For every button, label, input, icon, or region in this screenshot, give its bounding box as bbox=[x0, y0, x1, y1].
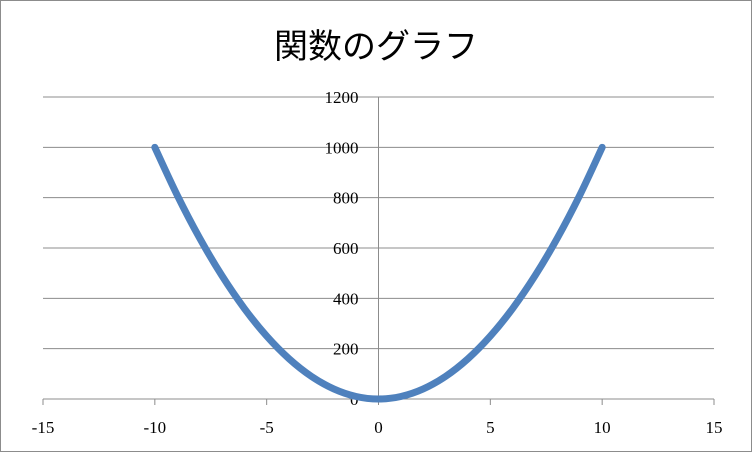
x-tick-label: 0 bbox=[374, 418, 383, 437]
y-tick-label: 600 bbox=[333, 239, 359, 258]
chart-title: 関数のグラフ bbox=[274, 27, 478, 67]
y-tick-label: 1000 bbox=[325, 138, 359, 157]
y-tick-label: 800 bbox=[333, 189, 359, 208]
x-tick-label: 5 bbox=[486, 418, 495, 437]
y-tick-label: 400 bbox=[333, 289, 359, 308]
x-tick-label: -15 bbox=[32, 418, 55, 437]
y-tick-label: 200 bbox=[333, 340, 359, 359]
series-line bbox=[151, 143, 606, 403]
x-tick-label: -5 bbox=[260, 418, 274, 437]
x-tick-label: -10 bbox=[143, 418, 166, 437]
x-tick-label: 10 bbox=[594, 418, 611, 437]
x-tick-label: 15 bbox=[706, 418, 723, 437]
y-tick-label: 1200 bbox=[325, 88, 359, 107]
